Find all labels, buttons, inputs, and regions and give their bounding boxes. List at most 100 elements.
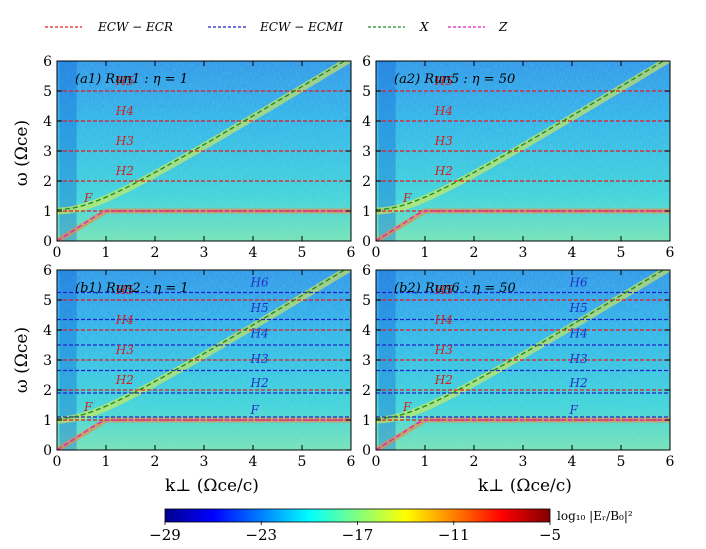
y-tick-label: 0 bbox=[362, 234, 371, 250]
colorbar: −29 −23 −17 −11 −5 log₁₀ |Eᵣ/B₀|² bbox=[149, 508, 633, 544]
x-curve bbox=[57, 61, 346, 211]
panel-title: (b2) Run6 : η = 50 bbox=[394, 281, 516, 296]
y-tick-label: 4 bbox=[43, 323, 52, 339]
colorbar-bar bbox=[164, 508, 551, 523]
y-tick-label: 0 bbox=[43, 443, 52, 459]
y-tick-label: 6 bbox=[43, 54, 52, 70]
harmonic-label-red: H4 bbox=[115, 313, 134, 327]
panel-plot-area bbox=[57, 61, 351, 241]
colorbar-tick-label: −11 bbox=[438, 526, 470, 544]
x-tick-label: 4 bbox=[568, 245, 577, 261]
x-tick-label: 6 bbox=[666, 454, 675, 470]
harmonic-label-red: H2 bbox=[434, 373, 453, 387]
xlabel-right: k⊥ (Ωce/c) bbox=[478, 476, 572, 496]
harmonic-label-blue: H4 bbox=[250, 327, 269, 341]
x-tick-label: 6 bbox=[666, 245, 675, 261]
x-mode-ridge bbox=[57, 270, 351, 424]
x-tick-label: 2 bbox=[151, 454, 160, 470]
colorbar-tick-label: −23 bbox=[245, 526, 277, 544]
x-tick-label: 5 bbox=[298, 454, 307, 470]
x-tick-label: 4 bbox=[568, 454, 577, 470]
legend-entry-ecmi: ECW − ECMI bbox=[208, 20, 343, 34]
y-tick-label: 6 bbox=[362, 54, 371, 70]
harmonic-label-blue: H6 bbox=[250, 276, 269, 290]
harmonic-label-red: H4 bbox=[434, 104, 453, 118]
panel-2: F H2 H3 H4 H5(a2) Run5 : η = 50 0 1 2 3 4 5 6 0 1 2 3 4 5… bbox=[362, 54, 674, 261]
y-tick-label: 3 bbox=[43, 144, 52, 160]
panel-plot-area bbox=[57, 270, 351, 450]
harmonic-label-red: H4 bbox=[115, 104, 134, 118]
x-tick-label: 4 bbox=[249, 245, 258, 261]
x-tick-label: 2 bbox=[470, 245, 479, 261]
harmonic-label-red: H3 bbox=[434, 134, 453, 148]
xlabel-left: k⊥ (Ωce/c) bbox=[165, 476, 259, 496]
y-tick-label: 3 bbox=[362, 144, 371, 160]
z-curve bbox=[57, 419, 351, 450]
x-tick-label: 1 bbox=[102, 245, 111, 261]
y-tick-label: 5 bbox=[43, 293, 52, 309]
harmonic-label-blue: H4 bbox=[569, 327, 588, 341]
harmonic-label-red: H2 bbox=[115, 373, 134, 387]
z-curve bbox=[57, 210, 351, 241]
harmonic-label-red: H3 bbox=[115, 134, 134, 148]
harmonic-label-red: F bbox=[83, 191, 93, 205]
harmonic-label-red: F bbox=[402, 400, 412, 414]
x-mode-ridge bbox=[376, 61, 670, 215]
panel-title: (a2) Run5 : η = 50 bbox=[394, 72, 515, 87]
y-tick-label: 5 bbox=[362, 84, 371, 100]
y-tick-label: 6 bbox=[362, 263, 371, 279]
x-tick-label: 3 bbox=[200, 245, 209, 261]
x-tick-label: 6 bbox=[347, 245, 356, 261]
harmonic-label-red: H2 bbox=[115, 164, 134, 178]
y-tick-label: 4 bbox=[362, 114, 371, 130]
colorbar-tick-label: −5 bbox=[539, 526, 561, 544]
x-tick-label: 0 bbox=[372, 245, 381, 261]
x-curve bbox=[376, 61, 665, 211]
y-tick-label: 2 bbox=[43, 174, 52, 190]
panel-title: (a1) Run1 : η = 1 bbox=[75, 72, 188, 87]
harmonic-label-blue: H5 bbox=[250, 301, 269, 315]
legend-label-ecr: ECW − ECR bbox=[97, 20, 173, 34]
legend: ECW − ECR ECW − ECMI X Z bbox=[45, 20, 508, 34]
x-tick-label: 4 bbox=[249, 454, 258, 470]
heatmap-low-band bbox=[59, 270, 77, 450]
harmonic-label-red: F bbox=[83, 400, 93, 414]
x-tick-label: 0 bbox=[372, 454, 381, 470]
y-tick-label: 3 bbox=[43, 353, 52, 369]
panel-title: (b1) Run2 : η = 1 bbox=[75, 281, 189, 296]
y-tick-label: 0 bbox=[43, 234, 52, 250]
x-tick-label: 5 bbox=[617, 454, 626, 470]
y-tick-label: 2 bbox=[362, 383, 371, 399]
colorbar-tick-label: −29 bbox=[149, 526, 181, 544]
x-curve bbox=[376, 270, 665, 420]
colorbar-ticks: −29 −23 −17 −11 −5 bbox=[149, 521, 561, 544]
harmonic-label-red: H5 bbox=[115, 74, 134, 88]
y-tick-label: 2 bbox=[362, 174, 371, 190]
x-tick-label: 2 bbox=[470, 454, 479, 470]
x-mode-ridge bbox=[57, 61, 351, 215]
x-tick-label: 2 bbox=[151, 245, 160, 261]
y-tick-label: 5 bbox=[43, 84, 52, 100]
y-tick-label: 6 bbox=[43, 263, 52, 279]
harmonic-label-red: F bbox=[402, 191, 412, 205]
harmonic-label-blue: H5 bbox=[569, 301, 588, 315]
y-tick-label: 4 bbox=[362, 323, 371, 339]
ylabel-top: ω (Ωce) bbox=[12, 120, 32, 186]
harmonic-label-red: H2 bbox=[434, 164, 453, 178]
x-tick-label: 0 bbox=[53, 245, 62, 261]
x-tick-label: 3 bbox=[519, 245, 528, 261]
harmonic-label-red: H5 bbox=[434, 74, 453, 88]
x-tick-label: 3 bbox=[519, 454, 528, 470]
heatmap-low-band bbox=[378, 61, 396, 241]
y-tick-label: 4 bbox=[43, 114, 52, 130]
x-tick-label: 1 bbox=[421, 454, 430, 470]
harmonic-label-blue: H2 bbox=[250, 376, 269, 390]
x-tick-label: 0 bbox=[53, 454, 62, 470]
x-tick-label: 3 bbox=[200, 454, 209, 470]
legend-label-x: X bbox=[419, 20, 429, 34]
x-tick-label: 5 bbox=[298, 245, 307, 261]
legend-label-ecmi: ECW − ECMI bbox=[259, 20, 343, 34]
y-tick-label: 5 bbox=[362, 293, 371, 309]
harmonic-label-blue: H2 bbox=[569, 376, 588, 390]
